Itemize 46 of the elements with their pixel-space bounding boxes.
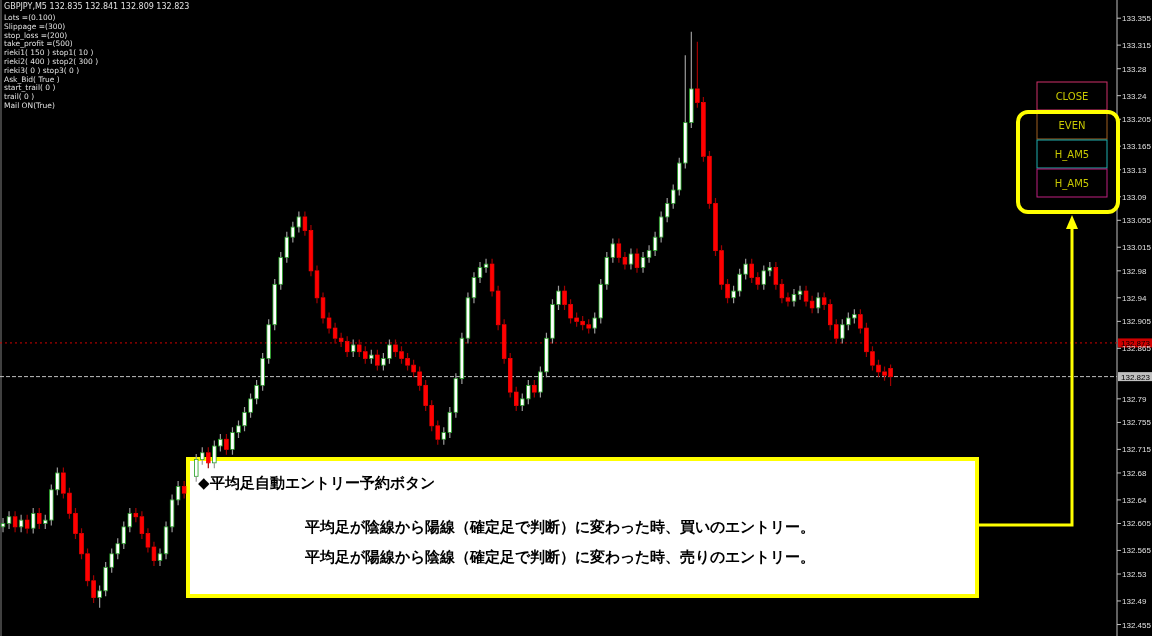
y-tick-label: 133.165: [1122, 142, 1152, 152]
candlestick: [320, 291, 326, 324]
candlestick: [628, 248, 634, 271]
annotation: EVEN: [1058, 120, 1086, 131]
annotation: CLOSE: [1055, 91, 1089, 102]
y-tick-label: 132.49: [1122, 596, 1148, 606]
annotation: 平均足が陰線から陽線（確定足で判断）に変わった時、買いのエントリー。: [304, 518, 815, 536]
annotation: ◆平均足自動エントリー予約ボタン: [198, 474, 435, 492]
y-tick-label: 133.28: [1122, 64, 1148, 74]
y-tick-label: 132.53: [1122, 570, 1148, 580]
candlestick: [157, 547, 163, 567]
y-tick-label: 133.015: [1122, 243, 1152, 253]
y-tick-label: 132.455: [1122, 620, 1152, 630]
candlestick: [634, 248, 640, 274]
candlestick: [6, 510, 12, 530]
y-tick-label: 133.24: [1122, 91, 1148, 101]
candlestick: [815, 291, 821, 314]
ref-line-label: 132.823: [1121, 372, 1151, 382]
y-tick-label: 132.64: [1122, 495, 1148, 505]
y-tick-label: 133.315: [1122, 41, 1152, 51]
y-tick-label: 133.355: [1122, 14, 1152, 24]
candlestick: [477, 261, 483, 284]
y-tick-label: 132.565: [1122, 546, 1152, 556]
y-tick-label: 132.94: [1122, 293, 1148, 303]
candlestick: [791, 288, 797, 308]
y-tick-label: 133.205: [1122, 115, 1152, 125]
y-tick-label: 132.605: [1122, 519, 1152, 529]
annotation: H_AM5: [1054, 178, 1090, 190]
y-tick-label: 132.905: [1122, 317, 1152, 327]
y-tick-label: 133.09: [1122, 192, 1148, 202]
candlestick: [151, 541, 157, 567]
y-tick-label: 133.055: [1122, 216, 1152, 226]
candlestick: [18, 514, 24, 533]
chart-title: GBPJPY,M5 132.835 132.841 132.809 132.823: [4, 2, 190, 11]
y-tick-label: 132.755: [1122, 418, 1152, 428]
annotation: 平均足が陽線から陰線（確定足で判断）に変わった時、売りのエントリー。: [304, 548, 815, 566]
y-tick-label: 132.79: [1122, 394, 1148, 404]
candlestick: [0, 517, 6, 533]
y-tick-label: 132.715: [1122, 445, 1152, 455]
candlestick: [314, 264, 320, 304]
annotation: H_AM5: [1054, 149, 1090, 161]
candlestick: [12, 510, 18, 533]
y-tick-label: 132.68: [1122, 468, 1148, 478]
y-tick-label: 133.13: [1122, 165, 1148, 175]
candlestick: [483, 258, 489, 274]
y-tick-label: 132.98: [1122, 266, 1148, 276]
